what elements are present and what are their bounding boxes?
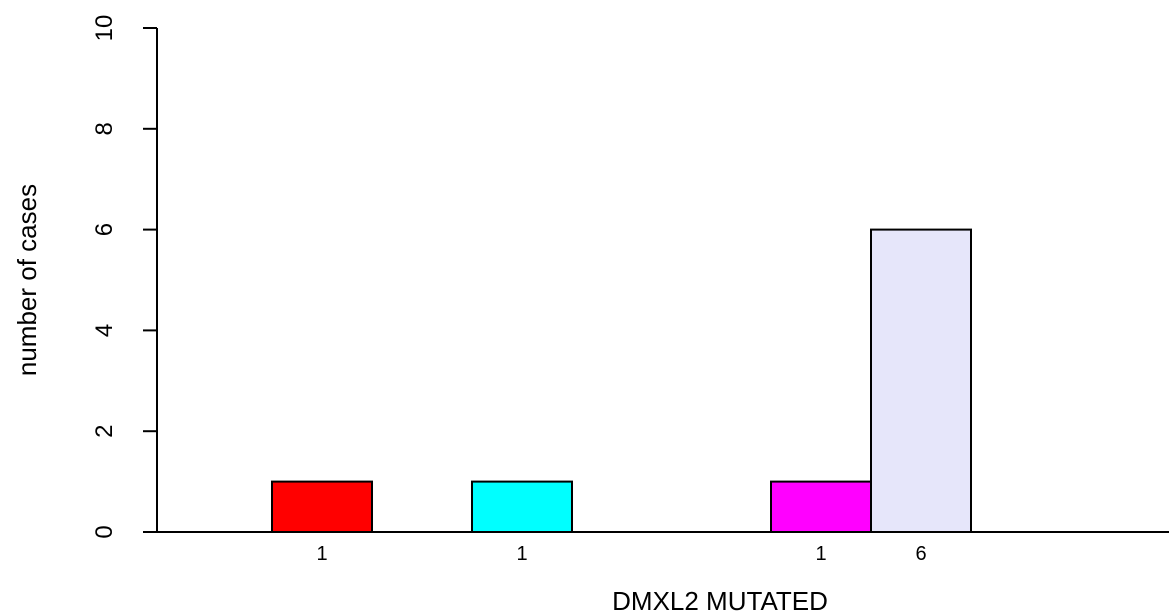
bars <box>271 228 972 534</box>
y-axis-title: number of cases <box>12 184 42 376</box>
y-tick-label: 6 <box>91 223 118 236</box>
bar <box>870 228 972 533</box>
y-tick-label: 2 <box>91 425 118 438</box>
y-tick-label: 10 <box>91 15 118 42</box>
bar <box>271 480 373 534</box>
bar-labels: 1 1 1 6 <box>316 543 926 565</box>
y-tick-label: 8 <box>91 122 118 135</box>
bar <box>770 480 872 534</box>
bar <box>471 480 573 534</box>
bar-value-label: 1 <box>316 543 327 565</box>
y-tick-label: 0 <box>91 525 118 538</box>
bar-value-label: 1 <box>815 543 826 565</box>
x-axis-title: DMXL2 MUTATED <box>612 586 828 616</box>
bar-value-label: 6 <box>915 543 926 565</box>
bar-value-label: 1 <box>516 543 527 565</box>
y-axis: 0 2 4 6 8 10 <box>91 15 158 539</box>
y-tick-label: 4 <box>91 324 118 337</box>
